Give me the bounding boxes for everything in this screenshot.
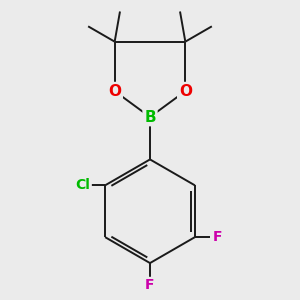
Text: Cl: Cl: [75, 178, 90, 192]
Text: F: F: [212, 230, 222, 244]
Text: O: O: [179, 84, 192, 99]
Text: O: O: [108, 84, 121, 99]
Text: B: B: [144, 110, 156, 124]
Text: F: F: [145, 278, 155, 292]
